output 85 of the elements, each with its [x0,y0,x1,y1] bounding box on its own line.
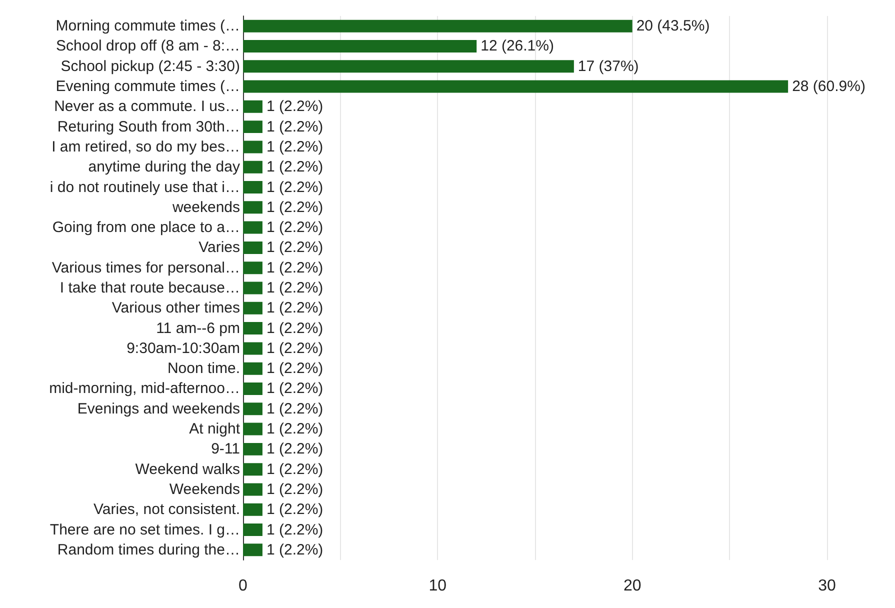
y-tick-label: I take that route because… [60,280,240,296]
y-tick-label: Varies [198,239,240,256]
bar [243,524,262,536]
y-tick-label: I am retired, so do my bes… [52,138,240,156]
bar [243,463,262,476]
y-tick-label: School pickup (2:45 - 3:30) [60,58,240,75]
bar [243,503,262,516]
y-tick-label: Various times for personal… [52,259,240,276]
data-label: 1 (2.2%) [266,440,324,458]
data-label: 1 (2.2%) [266,138,324,156]
data-label: 1 (2.2%) [266,158,324,176]
bar [243,282,262,294]
y-tick-label: Weekend walks [135,460,240,478]
bar [243,40,477,52]
y-tick-label: 11 am--6 pm [156,320,240,337]
bar [243,322,262,335]
y-tick-label: Weekends [169,480,240,498]
y-tick-label: 9:30am-10:30am [126,340,240,357]
data-label: 1 (2.2%) [266,118,324,136]
bar [243,60,574,73]
data-label: 12 (26.1%) [480,38,554,55]
y-tick-label: 9-11 [211,440,240,458]
bar [243,422,262,436]
data-label: 1 (2.2%) [266,460,324,478]
data-label: 1 (2.2%) [266,521,324,538]
y-tick-label: Various other times [112,300,240,317]
bar [243,120,262,134]
bar [243,221,262,234]
bar [243,544,262,556]
bar [243,140,262,154]
bar [243,483,262,496]
data-label: 1 (2.2%) [266,219,324,236]
bar [243,241,262,254]
y-tick-label: Going from one place to a… [52,219,240,236]
y-tick-label: i do not routinely use that i… [50,178,240,196]
y-tick-label: weekends [171,198,240,216]
bar [243,201,262,214]
bar [243,80,788,93]
data-label: 17 (37%) [578,58,639,75]
bar [243,342,262,355]
x-tick-label: 10 [428,578,447,594]
bar [243,262,262,274]
y-tick-label: Returing South from 30th… [57,118,240,136]
y-tick-label: anytime during the day [88,158,240,176]
y-tick-label: Random times during the… [57,541,240,558]
data-label: 1 (2.2%) [266,98,324,116]
data-label: 1 (2.2%) [266,360,324,378]
x-tick-label: 0 [238,578,248,594]
data-label: 1 (2.2%) [266,178,324,196]
y-tick-label: Varies, not consistent. [94,501,240,518]
y-tick-label: Evening commute times (… [56,78,240,96]
bar [243,382,262,395]
x-tick-label: 20 [623,578,642,594]
data-label: 28 (60.9%) [792,78,866,96]
data-label: 1 (2.2%) [266,480,324,498]
bar [243,20,632,32]
x-tick-label: 30 [818,578,836,594]
y-tick-label: Never as a commute. I us… [54,98,240,116]
y-tick-label: At night [189,420,241,438]
data-label: 1 (2.2%) [266,300,324,317]
bar [243,100,262,113]
y-tick-label: mid-morning, mid-afternoo… [49,380,240,398]
bar [243,362,262,375]
bar [243,442,262,456]
data-label: 1 (2.2%) [266,501,324,518]
y-tick-label: Noon time. [167,360,240,378]
data-label: 1 (2.2%) [266,340,324,357]
bar [243,160,262,174]
data-label: 1 (2.2%) [266,380,324,398]
data-label: 20 (43.5%) [636,18,710,35]
data-label: 1 (2.2%) [266,541,324,558]
data-label: 1 (2.2%) [266,400,324,418]
bar [243,302,262,314]
data-label: 1 (2.2%) [266,280,324,296]
data-label: 1 (2.2%) [266,320,324,337]
y-tick-label: Morning commute times (… [56,18,240,35]
data-label: 1 (2.2%) [266,239,324,256]
data-label: 1 (2.2%) [266,198,324,216]
data-label: 1 (2.2%) [266,420,324,438]
data-label: 1 (2.2%) [266,259,324,276]
bar [243,181,262,194]
y-tick-label: Evenings and weekends [77,400,240,418]
bar [243,402,262,416]
y-tick-label: School drop off (8 am - 8:… [56,38,240,55]
y-tick-label: There are no set times. I g… [50,521,240,538]
